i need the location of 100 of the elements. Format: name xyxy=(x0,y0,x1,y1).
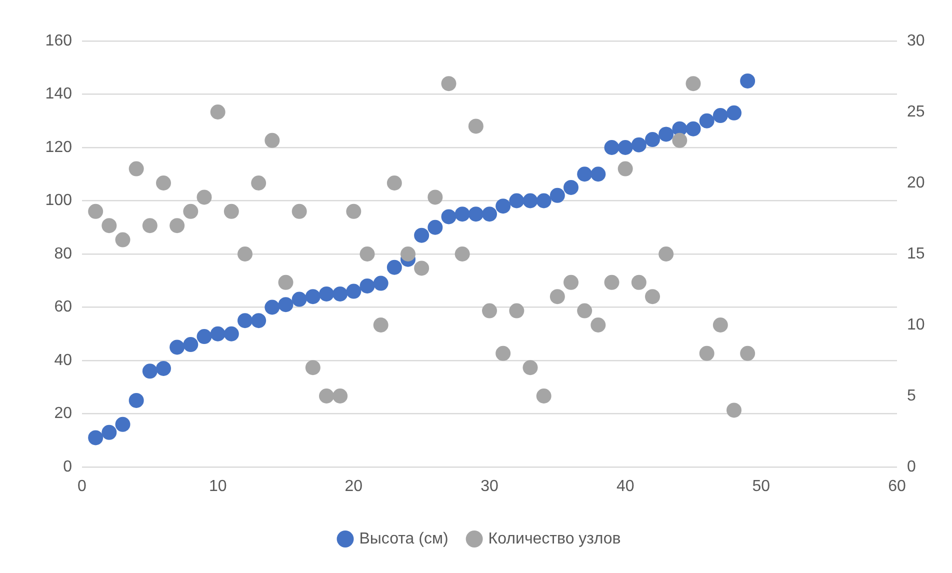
point xyxy=(428,190,443,205)
y2-tick-label: 5 xyxy=(907,387,916,404)
point xyxy=(577,166,592,182)
point xyxy=(454,206,470,222)
point xyxy=(210,104,226,120)
y2-tick-label: 30 xyxy=(907,32,925,50)
legend-label: Количество узлов xyxy=(488,530,621,548)
x-tick-label: 30 xyxy=(480,478,498,496)
y-tick-label: 20 xyxy=(54,405,72,422)
y-tick-label: 100 xyxy=(45,192,72,210)
point xyxy=(156,176,171,190)
point xyxy=(386,260,402,275)
point xyxy=(264,300,280,315)
point xyxy=(618,140,633,155)
point xyxy=(631,137,646,152)
point xyxy=(210,326,226,342)
point xyxy=(224,326,239,342)
y2-tick-label: 0 xyxy=(907,458,916,476)
point xyxy=(686,76,701,92)
point xyxy=(550,289,565,304)
point xyxy=(441,209,456,224)
y2-tick-label: 10 xyxy=(907,316,925,334)
x-tick-label: 50 xyxy=(752,478,770,496)
x-tick-label: 0 xyxy=(78,478,87,496)
y-tick-label: 120 xyxy=(45,138,72,156)
point xyxy=(251,176,266,190)
point xyxy=(346,284,362,299)
point xyxy=(156,360,171,376)
point xyxy=(373,276,388,291)
point xyxy=(88,204,104,219)
point xyxy=(196,329,212,344)
point xyxy=(712,318,728,332)
point xyxy=(672,132,688,148)
point xyxy=(292,204,307,219)
point xyxy=(441,76,456,92)
point xyxy=(604,274,620,290)
y-tick-label: 80 xyxy=(54,245,72,262)
point xyxy=(278,274,294,290)
point xyxy=(564,180,578,195)
point xyxy=(536,193,552,208)
point xyxy=(740,346,756,361)
point xyxy=(238,246,252,262)
point xyxy=(658,246,674,262)
y2-tick-label: 20 xyxy=(907,174,925,192)
point xyxy=(115,416,130,432)
point xyxy=(482,303,497,318)
point xyxy=(522,193,538,208)
point xyxy=(224,204,239,219)
point xyxy=(536,388,552,404)
point xyxy=(128,392,144,408)
point xyxy=(278,297,294,312)
point xyxy=(142,218,158,234)
point xyxy=(319,388,334,404)
point xyxy=(346,204,362,219)
point xyxy=(373,318,388,332)
x-tick-label: 20 xyxy=(344,478,363,496)
point xyxy=(686,121,701,136)
point xyxy=(631,274,646,290)
point xyxy=(238,313,252,328)
point xyxy=(509,193,524,208)
point xyxy=(509,303,524,318)
point xyxy=(482,206,497,222)
point xyxy=(590,318,606,332)
y-tick-label: 0 xyxy=(63,458,72,476)
point xyxy=(142,364,158,379)
point xyxy=(386,176,402,190)
point xyxy=(428,220,443,235)
point xyxy=(496,198,511,214)
point xyxy=(496,346,511,361)
point xyxy=(102,424,117,440)
point xyxy=(712,108,728,124)
legend-label: Высота (см) xyxy=(359,530,448,548)
point xyxy=(264,132,280,148)
point xyxy=(400,246,416,262)
y2-tick-label: 15 xyxy=(907,245,925,262)
point xyxy=(196,190,212,205)
point xyxy=(618,161,633,176)
point xyxy=(170,218,185,234)
point xyxy=(414,260,430,276)
point xyxy=(658,126,674,142)
y-tick-label: 140 xyxy=(45,86,72,103)
point xyxy=(332,388,348,404)
point xyxy=(360,246,375,262)
point xyxy=(726,402,742,418)
point xyxy=(699,346,714,361)
y2-tick-label: 25 xyxy=(907,103,925,120)
point xyxy=(170,340,185,355)
point xyxy=(699,113,714,128)
y-tick-label: 40 xyxy=(54,352,72,369)
point xyxy=(128,161,144,176)
point xyxy=(183,204,198,219)
point xyxy=(550,188,565,203)
point xyxy=(604,140,620,155)
point xyxy=(292,292,307,307)
point xyxy=(726,105,742,120)
point xyxy=(88,430,104,446)
point xyxy=(645,289,660,304)
point xyxy=(454,246,470,262)
y-tick-label: 60 xyxy=(54,298,72,316)
point xyxy=(115,232,130,248)
